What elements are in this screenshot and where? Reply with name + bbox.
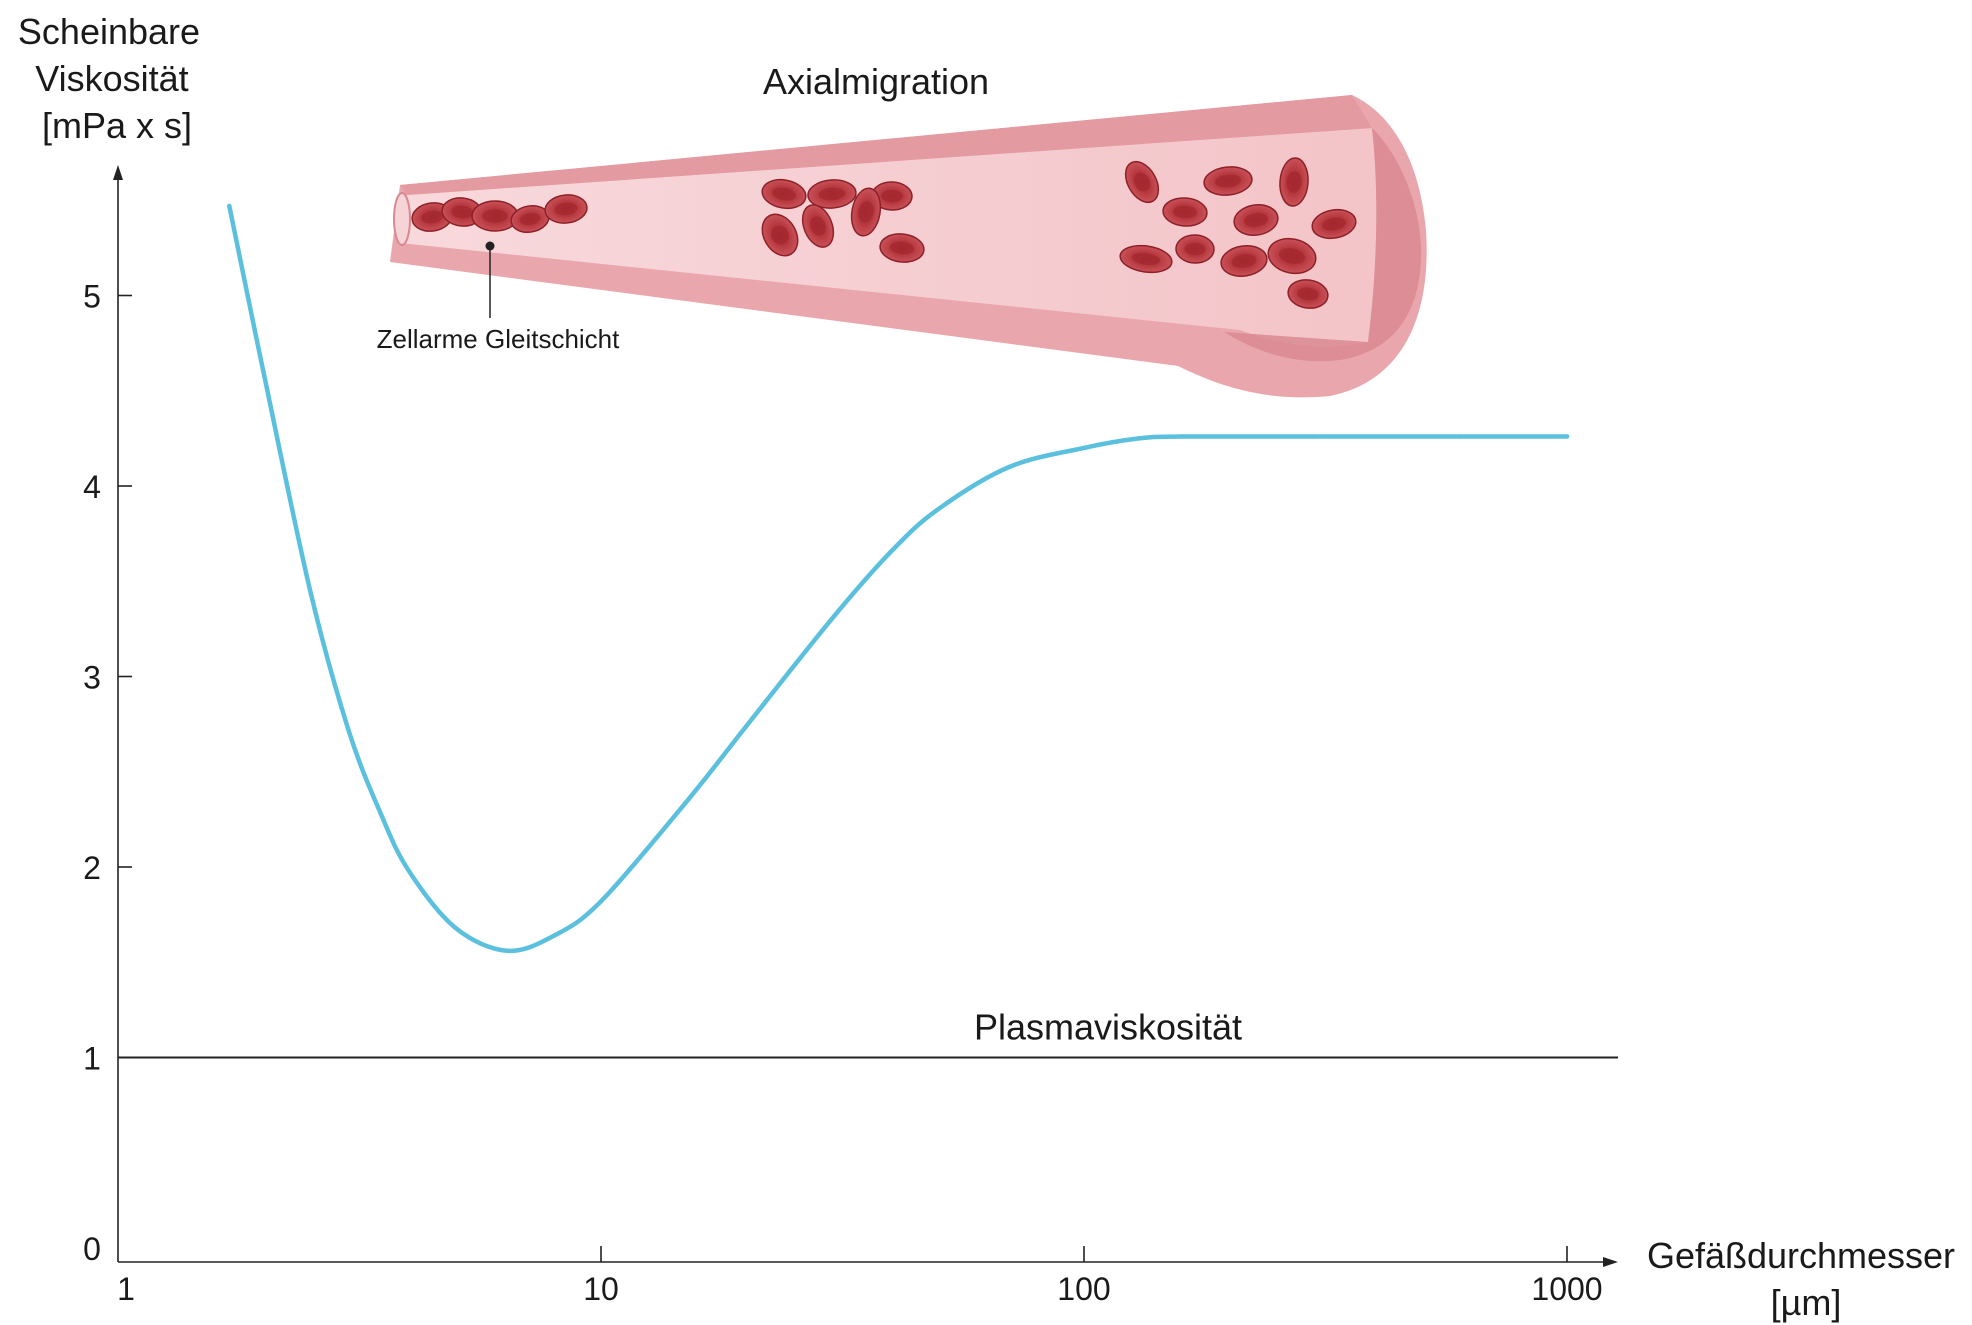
curve-point-4: [378, 811, 383, 816]
x-tick-label-10: 10: [583, 1271, 619, 1307]
red-blood-cell: [1203, 166, 1253, 196]
x-tick-label-100: 100: [1057, 1271, 1110, 1307]
y-axis-label-line-3: [mPa x s]: [42, 105, 192, 146]
red-blood-cell: [1233, 204, 1279, 236]
red-blood-cell: [761, 213, 799, 257]
x-tick-label-1: 1: [117, 1271, 135, 1307]
annotation-zellarme-gleitschicht: Zellarme Gleitschicht: [377, 324, 621, 354]
y-ticks: 0 1 2 3 4 5: [83, 279, 132, 1267]
curve-point-0: [227, 203, 232, 209]
red-blood-cell: [471, 200, 519, 232]
vessel-illustration: [390, 95, 1427, 398]
y-tick-label-3: 3: [83, 660, 101, 696]
curve-point-6: [453, 925, 458, 931]
gleitschicht-pointer-dot: [485, 241, 495, 251]
vessel-opening-rim: [1224, 128, 1422, 362]
red-blood-cell: [871, 181, 913, 211]
red-blood-cell: [801, 204, 835, 248]
red-blood-cell: [1175, 234, 1215, 264]
red-blood-cell: [1287, 279, 1329, 309]
curve-point-20: [1457, 434, 1463, 439]
red-blood-cell: [1119, 244, 1173, 274]
red-blood-cell: [1162, 197, 1208, 227]
x-axis-arrow: [1603, 1257, 1618, 1267]
curve-point-1: [261, 369, 266, 374]
x-axis-label: Gefäßdurchmesser [µm]: [1647, 1235, 1965, 1323]
y-tick-label-5: 5: [83, 279, 101, 315]
curve-point-7: [505, 948, 510, 954]
curve-point-21: [1564, 434, 1570, 439]
red-blood-cell: [879, 233, 925, 263]
y-axis-label-line-1: Scheinbare: [18, 11, 200, 52]
y-axis-arrow: [113, 165, 123, 180]
y-axis-label-line-2: Viskosität: [35, 58, 188, 99]
red-blood-cell: [1267, 237, 1317, 275]
red-blood-cell: [850, 187, 882, 237]
curve-point-18: [1180, 434, 1185, 439]
x-axis-label-line-2: [µm]: [1771, 1282, 1842, 1323]
x-tick-label-1000: 1000: [1531, 1271, 1602, 1307]
curve-point-13: [889, 548, 894, 553]
y-axis-label: Scheinbare Viskosität [mPa x s]: [18, 11, 210, 146]
y-tick-label-2: 2: [83, 850, 101, 886]
red-blood-cells: [411, 157, 1357, 309]
vessel-entry-opening: [393, 192, 411, 246]
red-blood-cell: [1124, 160, 1160, 204]
vessel-upper-wall-highlight: [400, 95, 1372, 195]
curve-point-8: [551, 933, 557, 938]
red-blood-cell: [1220, 245, 1268, 277]
curve-point-17: [1136, 436, 1142, 441]
red-blood-cell: [1311, 208, 1357, 240]
x-ticks: 1 10 100 1000: [117, 1246, 1603, 1307]
red-blood-cell: [544, 194, 588, 224]
curve-point-14: [936, 506, 941, 512]
annotation-axialmigration: Axialmigration: [763, 61, 989, 102]
curve-point-19: [1312, 434, 1317, 439]
red-blood-cell: [1279, 157, 1309, 207]
curve-point-15: [1006, 464, 1012, 470]
curve-point-3: [346, 727, 351, 733]
axes: [113, 165, 1618, 1267]
curve-point-9: [598, 899, 604, 904]
curve-point-11: [744, 723, 749, 729]
plasma-viscosity-label: Plasmaviskosität: [974, 1007, 1242, 1048]
red-blood-cell: [761, 178, 807, 210]
red-blood-cell: [510, 205, 550, 233]
curve-point-12: [829, 617, 834, 622]
curve-point-10: [683, 800, 689, 805]
y-tick-label-0: 0: [83, 1231, 101, 1267]
curve-point-5: [406, 868, 411, 874]
curve-point-16: [1081, 445, 1087, 451]
y-tick-label-4: 4: [83, 469, 101, 505]
x-axis-label-line-1: Gefäßdurchmesser: [1647, 1235, 1955, 1276]
data-points: [227, 203, 1570, 954]
curve-point-2: [308, 588, 313, 593]
y-tick-label-1: 1: [83, 1041, 101, 1077]
red-blood-cell: [807, 179, 857, 209]
